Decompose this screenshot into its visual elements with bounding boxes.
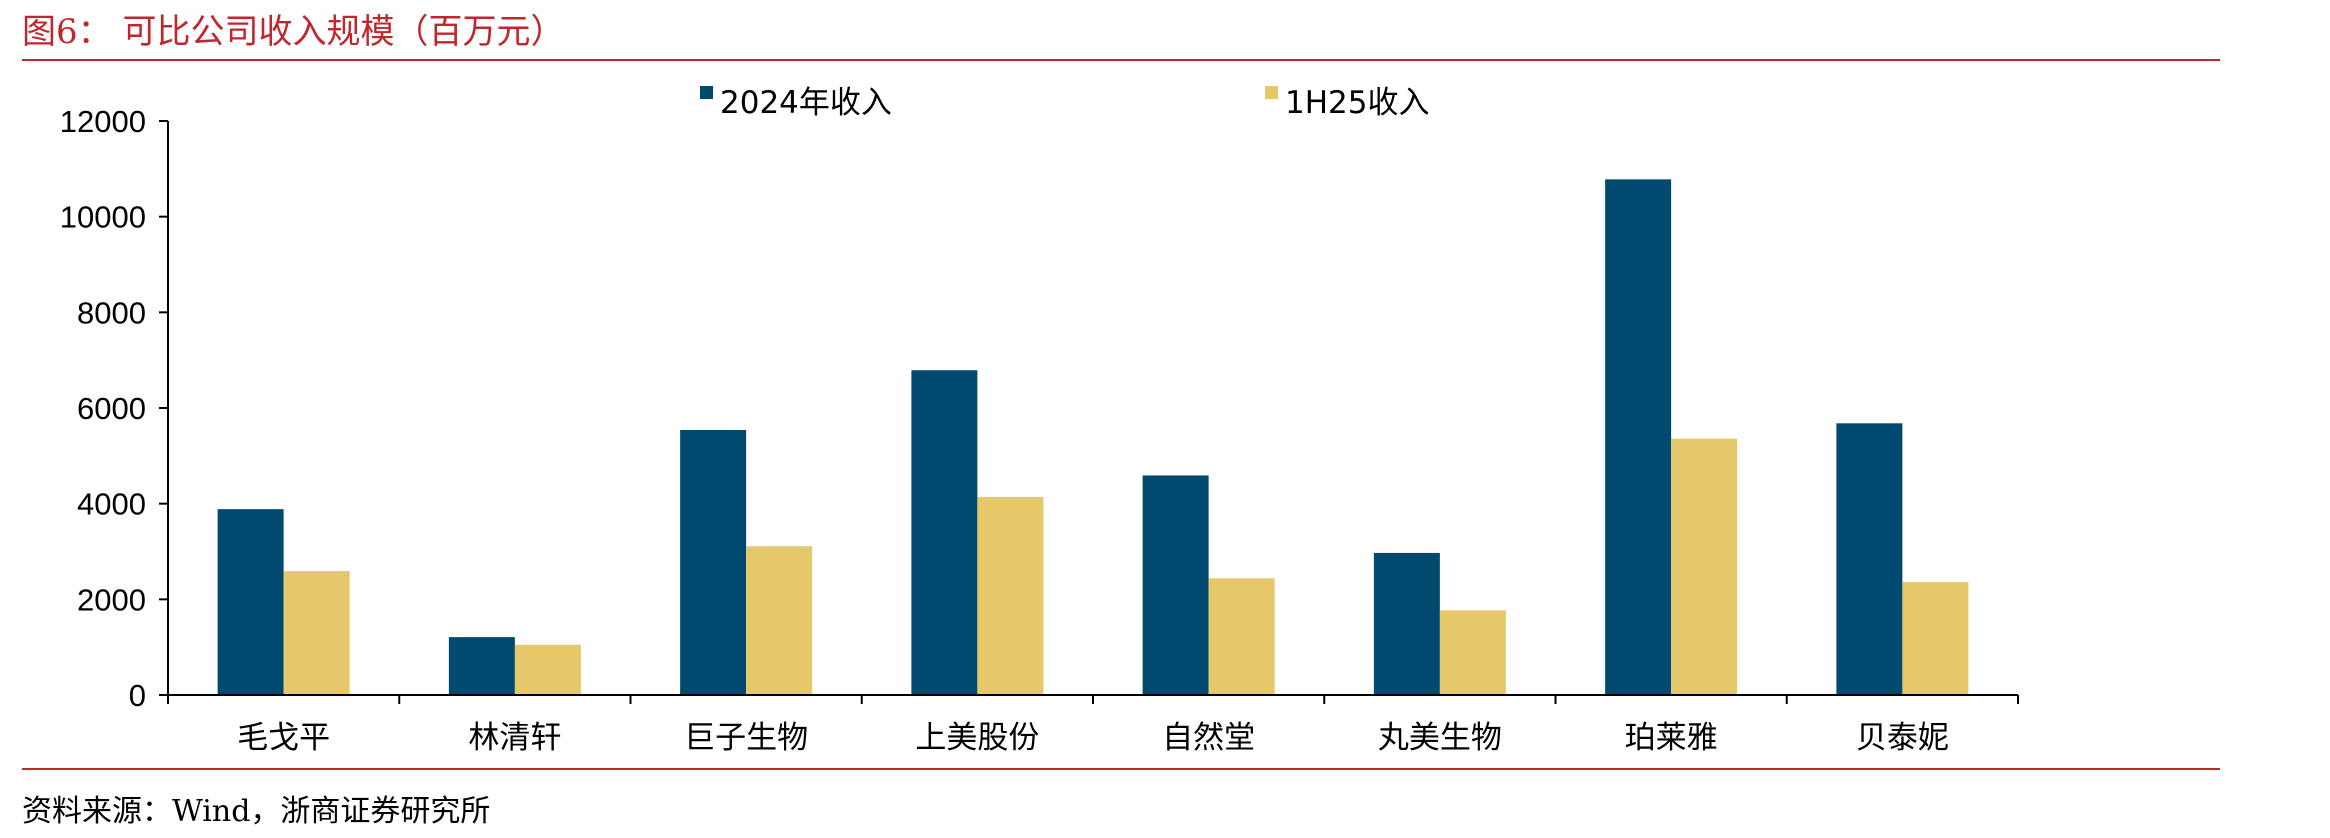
bar-series1-6 [1605,179,1672,695]
y-tick-label: 8000 [77,295,146,330]
source-divider [22,768,2220,770]
bar-marks [217,179,1969,695]
figure-title: 图6： 可比公司收入规模（百万元） [22,12,565,52]
x-axis: 毛戈平 林清轩 巨子生物 上美股份 自然堂 丸美生物 珀莱雅 贝泰妮 [167,694,2019,756]
x-category-label: 上美股份 [915,720,1039,756]
bar-series1-0 [217,509,284,695]
y-tick-label: 12000 [60,104,146,139]
bar-series1-7 [1836,423,1903,695]
bar-series2-6 [1671,438,1738,695]
source-note: 资料来源：Wind，浙商证券研究所 [22,794,491,829]
y-tick-label: 2000 [77,582,146,617]
legend-label: 1H25收入 [1285,85,1429,121]
bar-series2-2 [746,546,813,695]
bar-series2-3 [977,496,1044,695]
legend-swatch [700,86,713,99]
legend-swatch [1265,86,1278,99]
bar-series1-2 [680,430,747,695]
bar-series2-4 [1208,578,1275,695]
bar-series2-0 [283,571,350,695]
x-category-label: 珀莱雅 [1625,720,1718,756]
bar-series2-1 [514,644,581,695]
x-category-label: 巨子生物 [684,720,808,756]
x-category-label: 贝泰妮 [1856,720,1949,756]
legend-label: 2024年收入 [720,85,892,121]
y-tick-label: 4000 [77,487,146,522]
y-tick-label: 6000 [77,391,146,426]
bar-series1-1 [448,637,515,695]
bar-series1-3 [911,370,978,695]
y-axis: 0 2000 4000 6000 8000 10000 12000 [60,104,169,713]
bar-series1-4 [1142,475,1209,695]
chart-legend: 2024年收入 1H25收入 [700,85,1429,121]
y-tick-label: 0 [129,678,146,713]
bar-series2-7 [1902,582,1969,695]
bar-series2-5 [1439,610,1506,695]
title-divider [22,59,2220,61]
revenue-bar-chart: 2024年收入 1H25收入 0 2000 4000 6000 8000 10000 1200… [60,85,2019,756]
y-tick-label: 10000 [60,200,146,235]
x-category-label: 林清轩 [468,720,561,756]
x-category-label: 毛戈平 [237,720,330,756]
x-category-label: 丸美生物 [1378,720,1502,756]
bar-series1-5 [1373,552,1440,695]
x-category-label: 自然堂 [1162,720,1255,756]
